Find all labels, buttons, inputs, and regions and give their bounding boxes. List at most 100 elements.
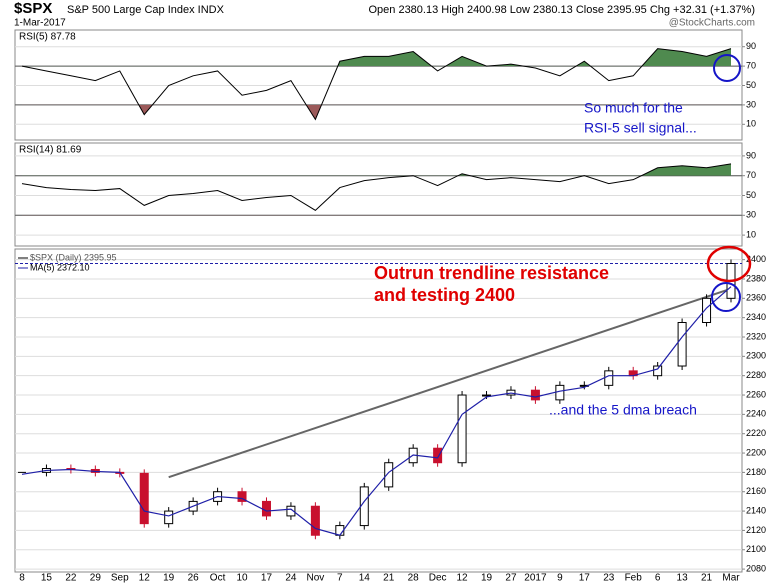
- y-tick-label: 2320: [746, 331, 766, 341]
- legend-label: $SPX (Daily) 2395.95: [30, 252, 117, 262]
- y-tick-label: 2080: [746, 563, 766, 573]
- candle: [261, 500, 271, 517]
- x-tick-label: 28: [408, 573, 420, 584]
- y-tick-label: 2200: [746, 447, 766, 457]
- x-tick-label: 14: [359, 573, 371, 584]
- y-tick-label: 90: [746, 150, 756, 160]
- highlight-circle: [713, 54, 741, 82]
- annotation: RSI-5 sell signal...: [584, 120, 697, 136]
- trendline: [168, 287, 732, 479]
- y-tick-label: 50: [746, 190, 756, 200]
- panel-title: RSI(14) 81.69: [19, 145, 82, 156]
- legend-label: MA(5) 2372.10: [30, 262, 90, 272]
- panel-frame: [14, 142, 743, 247]
- symbol: $SPX: [14, 0, 52, 17]
- y-tick-label: 2400: [746, 254, 766, 264]
- panel-title: RSI(5) 87.78: [19, 32, 76, 43]
- x-tick-label: 12: [457, 573, 469, 584]
- candle: [164, 510, 174, 525]
- y-tick-label: 2360: [746, 293, 766, 303]
- annotation: ...and the 5 dma breach: [549, 402, 697, 418]
- candle: [139, 472, 149, 525]
- x-tick-label: 27: [505, 573, 517, 584]
- x-tick-label: 19: [481, 573, 493, 584]
- y-tick-label: 70: [746, 60, 756, 70]
- y-tick-label: 2380: [746, 273, 766, 283]
- x-tick-label: 8: [19, 573, 25, 584]
- x-tick-label: 24: [285, 573, 297, 584]
- ma-line: [21, 286, 732, 536]
- candle: [604, 370, 614, 386]
- y-tick-label: 2260: [746, 389, 766, 399]
- x-tick-label: Feb: [625, 573, 643, 584]
- candle: [384, 462, 394, 488]
- x-tick-label: 6: [655, 573, 661, 584]
- y-tick-label: 2140: [746, 505, 766, 515]
- y-tick-label: 10: [746, 229, 756, 239]
- rsi-line: [21, 163, 732, 211]
- y-tick-label: 2340: [746, 312, 766, 322]
- y-tick-label: 2160: [746, 486, 766, 496]
- x-tick-label: 9: [557, 573, 563, 584]
- x-tick-label: 13: [677, 573, 689, 584]
- y-tick-label: 30: [746, 99, 756, 109]
- y-tick-label: 2300: [746, 351, 766, 361]
- y-tick-label: 70: [746, 170, 756, 180]
- annotation: and testing 2400: [374, 285, 515, 305]
- date: 1-Mar-2017: [14, 18, 66, 29]
- overbought-area: [337, 48, 731, 67]
- candle: [237, 491, 247, 502]
- x-tick-label: 12: [139, 573, 151, 584]
- rsi-line: [21, 48, 732, 121]
- x-tick-label: 10: [236, 573, 248, 584]
- x-tick-label: 2017: [524, 573, 547, 584]
- y-tick-label: 90: [746, 41, 756, 51]
- x-tick-label: 7: [337, 573, 343, 584]
- candle: [677, 321, 687, 367]
- oversold-area: [22, 164, 731, 215]
- x-tick-label: 17: [261, 573, 273, 584]
- highlight-circle: [711, 282, 741, 312]
- candle: [482, 394, 492, 397]
- x-tick-label: 15: [41, 573, 53, 584]
- y-tick-label: 2180: [746, 467, 766, 477]
- candle: [433, 447, 443, 464]
- x-tick-label: Mar: [722, 573, 740, 584]
- candle: [286, 505, 296, 517]
- y-tick-label: 30: [746, 210, 756, 220]
- highlight-circle: [706, 245, 752, 283]
- panel-frame: [14, 248, 743, 573]
- x-tick-label: 17: [579, 573, 591, 584]
- x-tick-label: 21: [701, 573, 713, 584]
- y-tick-label: 2100: [746, 544, 766, 554]
- y-tick-label: 2120: [746, 525, 766, 535]
- candle: [653, 365, 663, 377]
- x-tick-label: 22: [65, 573, 77, 584]
- x-tick-label: 23: [603, 573, 615, 584]
- x-tick-label: Oct: [210, 573, 226, 584]
- candle: [310, 505, 320, 536]
- x-tick-label: Dec: [429, 573, 447, 584]
- x-tick-label: Sep: [111, 573, 129, 584]
- y-tick-label: 2240: [746, 409, 766, 419]
- x-tick-label: 26: [188, 573, 200, 584]
- y-tick-label: 2220: [746, 428, 766, 438]
- x-tick-label: 21: [383, 573, 395, 584]
- y-tick-label: 50: [746, 80, 756, 90]
- x-tick-label: Nov: [306, 573, 324, 584]
- annotation: So much for the: [584, 100, 683, 116]
- stats: Open 2380.13 High 2400.98 Low 2380.13 Cl…: [368, 4, 755, 16]
- candle: [555, 384, 565, 401]
- credit: @StockCharts.com: [669, 18, 755, 29]
- candle: [702, 297, 712, 323]
- subtitle: S&P 500 Large Cap Index INDX: [67, 4, 225, 16]
- overbought-area: [22, 163, 731, 176]
- annotation: Outrun trendline resistance: [374, 263, 609, 283]
- candle: [457, 394, 467, 464]
- y-tick-label: 2280: [746, 370, 766, 380]
- x-tick-label: 19: [163, 573, 175, 584]
- x-tick-label: 29: [90, 573, 102, 584]
- y-tick-label: 10: [746, 119, 756, 129]
- candle: [530, 389, 540, 401]
